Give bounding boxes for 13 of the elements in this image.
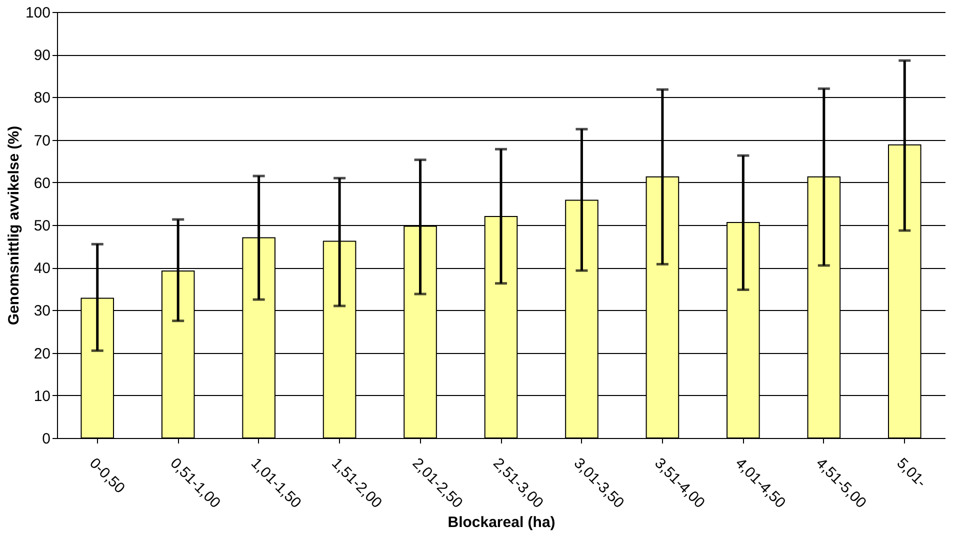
y-tick-label: 70 — [34, 132, 50, 150]
y-tick-label: 30 — [34, 302, 50, 320]
y-axis-title: Genomsnittlig avvikelse (%) — [5, 126, 22, 326]
y-tick-label: 60 — [34, 174, 50, 192]
y-tick-label: 0 — [42, 430, 50, 448]
y-tick-label: 20 — [34, 345, 50, 362]
y-tick-label: 100 — [25, 4, 50, 22]
y-tick-label: 10 — [34, 388, 50, 405]
x-axis-title: Blockareal (ha) — [448, 514, 556, 531]
y-tick-label: 50 — [34, 218, 50, 234]
y-tick-label: 80 — [34, 90, 50, 107]
y-tick-label: 40 — [34, 260, 50, 278]
y-tick-label: 90 — [34, 47, 50, 64]
